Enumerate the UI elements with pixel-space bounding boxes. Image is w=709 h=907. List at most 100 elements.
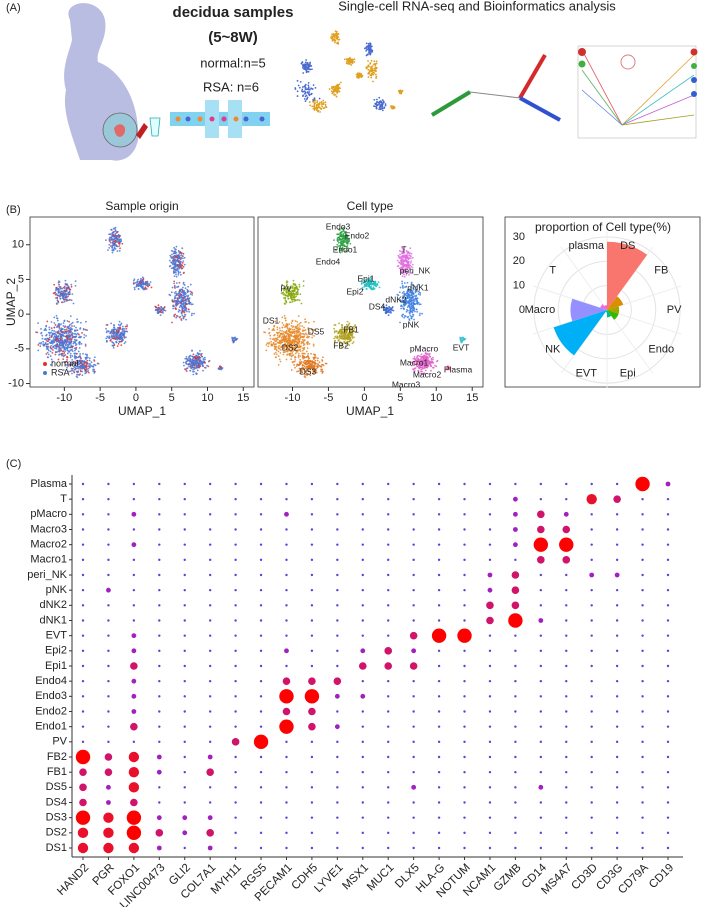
umap-point: [73, 349, 76, 352]
umap-point: [183, 299, 186, 302]
thumb-point: [381, 109, 384, 112]
thumb-point: [321, 105, 324, 108]
panel-label: (C): [6, 458, 21, 470]
umap-point: [46, 337, 49, 340]
thumb-point: [296, 79, 299, 82]
umap-point: [301, 354, 304, 357]
umap-point: [116, 241, 119, 243]
umap-point: [347, 240, 350, 243]
umap-point: [409, 262, 412, 264]
umap-point: [293, 342, 296, 345]
umap-point: [278, 327, 281, 330]
umap-point: [85, 320, 87, 323]
category-label: plasma: [569, 240, 605, 252]
umap-point: [196, 369, 199, 372]
umap-point: [53, 330, 55, 332]
umap-point: [67, 332, 70, 335]
umap-point: [175, 271, 177, 274]
umap-point: [313, 320, 315, 323]
thumb-point: [307, 84, 310, 87]
row-label: Macro1: [30, 554, 67, 566]
umap-point: [265, 349, 268, 352]
umap-point: [174, 287, 176, 289]
umap-point: [86, 353, 88, 356]
thumb-point: [309, 104, 312, 107]
thumb-point: [370, 72, 373, 75]
umap-point: [296, 350, 299, 353]
cluster-label: FB2: [333, 340, 349, 350]
umap-point: [178, 255, 181, 258]
umap-point: [304, 332, 307, 335]
umap-point: [48, 334, 51, 337]
row-label: pNK: [46, 584, 68, 596]
umap-point: [86, 359, 89, 362]
umap-point: [55, 347, 58, 350]
umap-point: [56, 319, 59, 322]
x-tick-label: -10: [285, 392, 301, 404]
umap-point: [198, 356, 201, 359]
umap-point: [409, 247, 412, 250]
umap-point: [292, 330, 295, 333]
thumb-point: [359, 75, 361, 78]
umap-point: [191, 355, 194, 358]
umap-point: [182, 252, 185, 255]
thumb-point: [303, 85, 306, 88]
umap-point: [90, 364, 93, 367]
umap-point: [267, 342, 270, 345]
umap-point: [177, 254, 180, 256]
umap-point: [199, 362, 202, 365]
umap-point: [170, 267, 173, 270]
thumb-point: [325, 106, 328, 109]
umap-point: [160, 306, 163, 309]
umap-point: [115, 329, 118, 332]
umap-point: [147, 283, 150, 286]
umap-point: [218, 367, 221, 370]
umap-point: [309, 374, 312, 377]
umap-point: [65, 328, 68, 331]
thumb-point: [374, 66, 377, 69]
cluster-label: peri_NK: [400, 265, 431, 275]
umap-point: [306, 333, 308, 336]
umap-point: [301, 338, 304, 341]
umap-point: [172, 258, 175, 261]
umap-point: [61, 297, 64, 299]
umap-point: [168, 265, 171, 268]
umap-point: [43, 338, 46, 341]
thumb-point: [336, 33, 339, 36]
umap-point: [270, 340, 273, 343]
umap-point: [410, 260, 413, 263]
umap-point: [118, 340, 121, 343]
thumb-point: [337, 38, 340, 41]
umap-point: [420, 353, 423, 356]
thumb-point: [351, 58, 354, 61]
umap-point: [180, 252, 183, 254]
umap-point: [280, 337, 283, 339]
umap-point: [292, 325, 295, 328]
category-label: DS: [620, 240, 635, 252]
thumb-point: [334, 41, 336, 44]
umap-point: [46, 356, 49, 359]
umap-point: [307, 335, 309, 338]
umap-point: [175, 299, 177, 302]
umap-point: [36, 331, 39, 334]
umap-point: [321, 372, 324, 374]
umap-point: [78, 333, 80, 336]
umap-point: [178, 262, 181, 265]
umap-point: [307, 321, 310, 324]
umap-point: [121, 332, 124, 335]
umap-point: [105, 327, 107, 330]
umap-point: [40, 332, 42, 335]
umap-point: [296, 341, 299, 344]
umap-point: [334, 324, 337, 326]
umap-point: [124, 325, 127, 328]
cluster-label: Endo2: [345, 230, 370, 240]
umap-point: [283, 333, 285, 336]
umap-point: [431, 361, 434, 364]
umap-point: [312, 369, 315, 371]
thumb-point: [305, 98, 308, 101]
umap-point: [125, 336, 127, 339]
cluster-label: DS1: [263, 315, 280, 325]
thumb-point: [331, 39, 334, 42]
umap-point: [65, 289, 67, 292]
umap-point: [62, 369, 65, 371]
